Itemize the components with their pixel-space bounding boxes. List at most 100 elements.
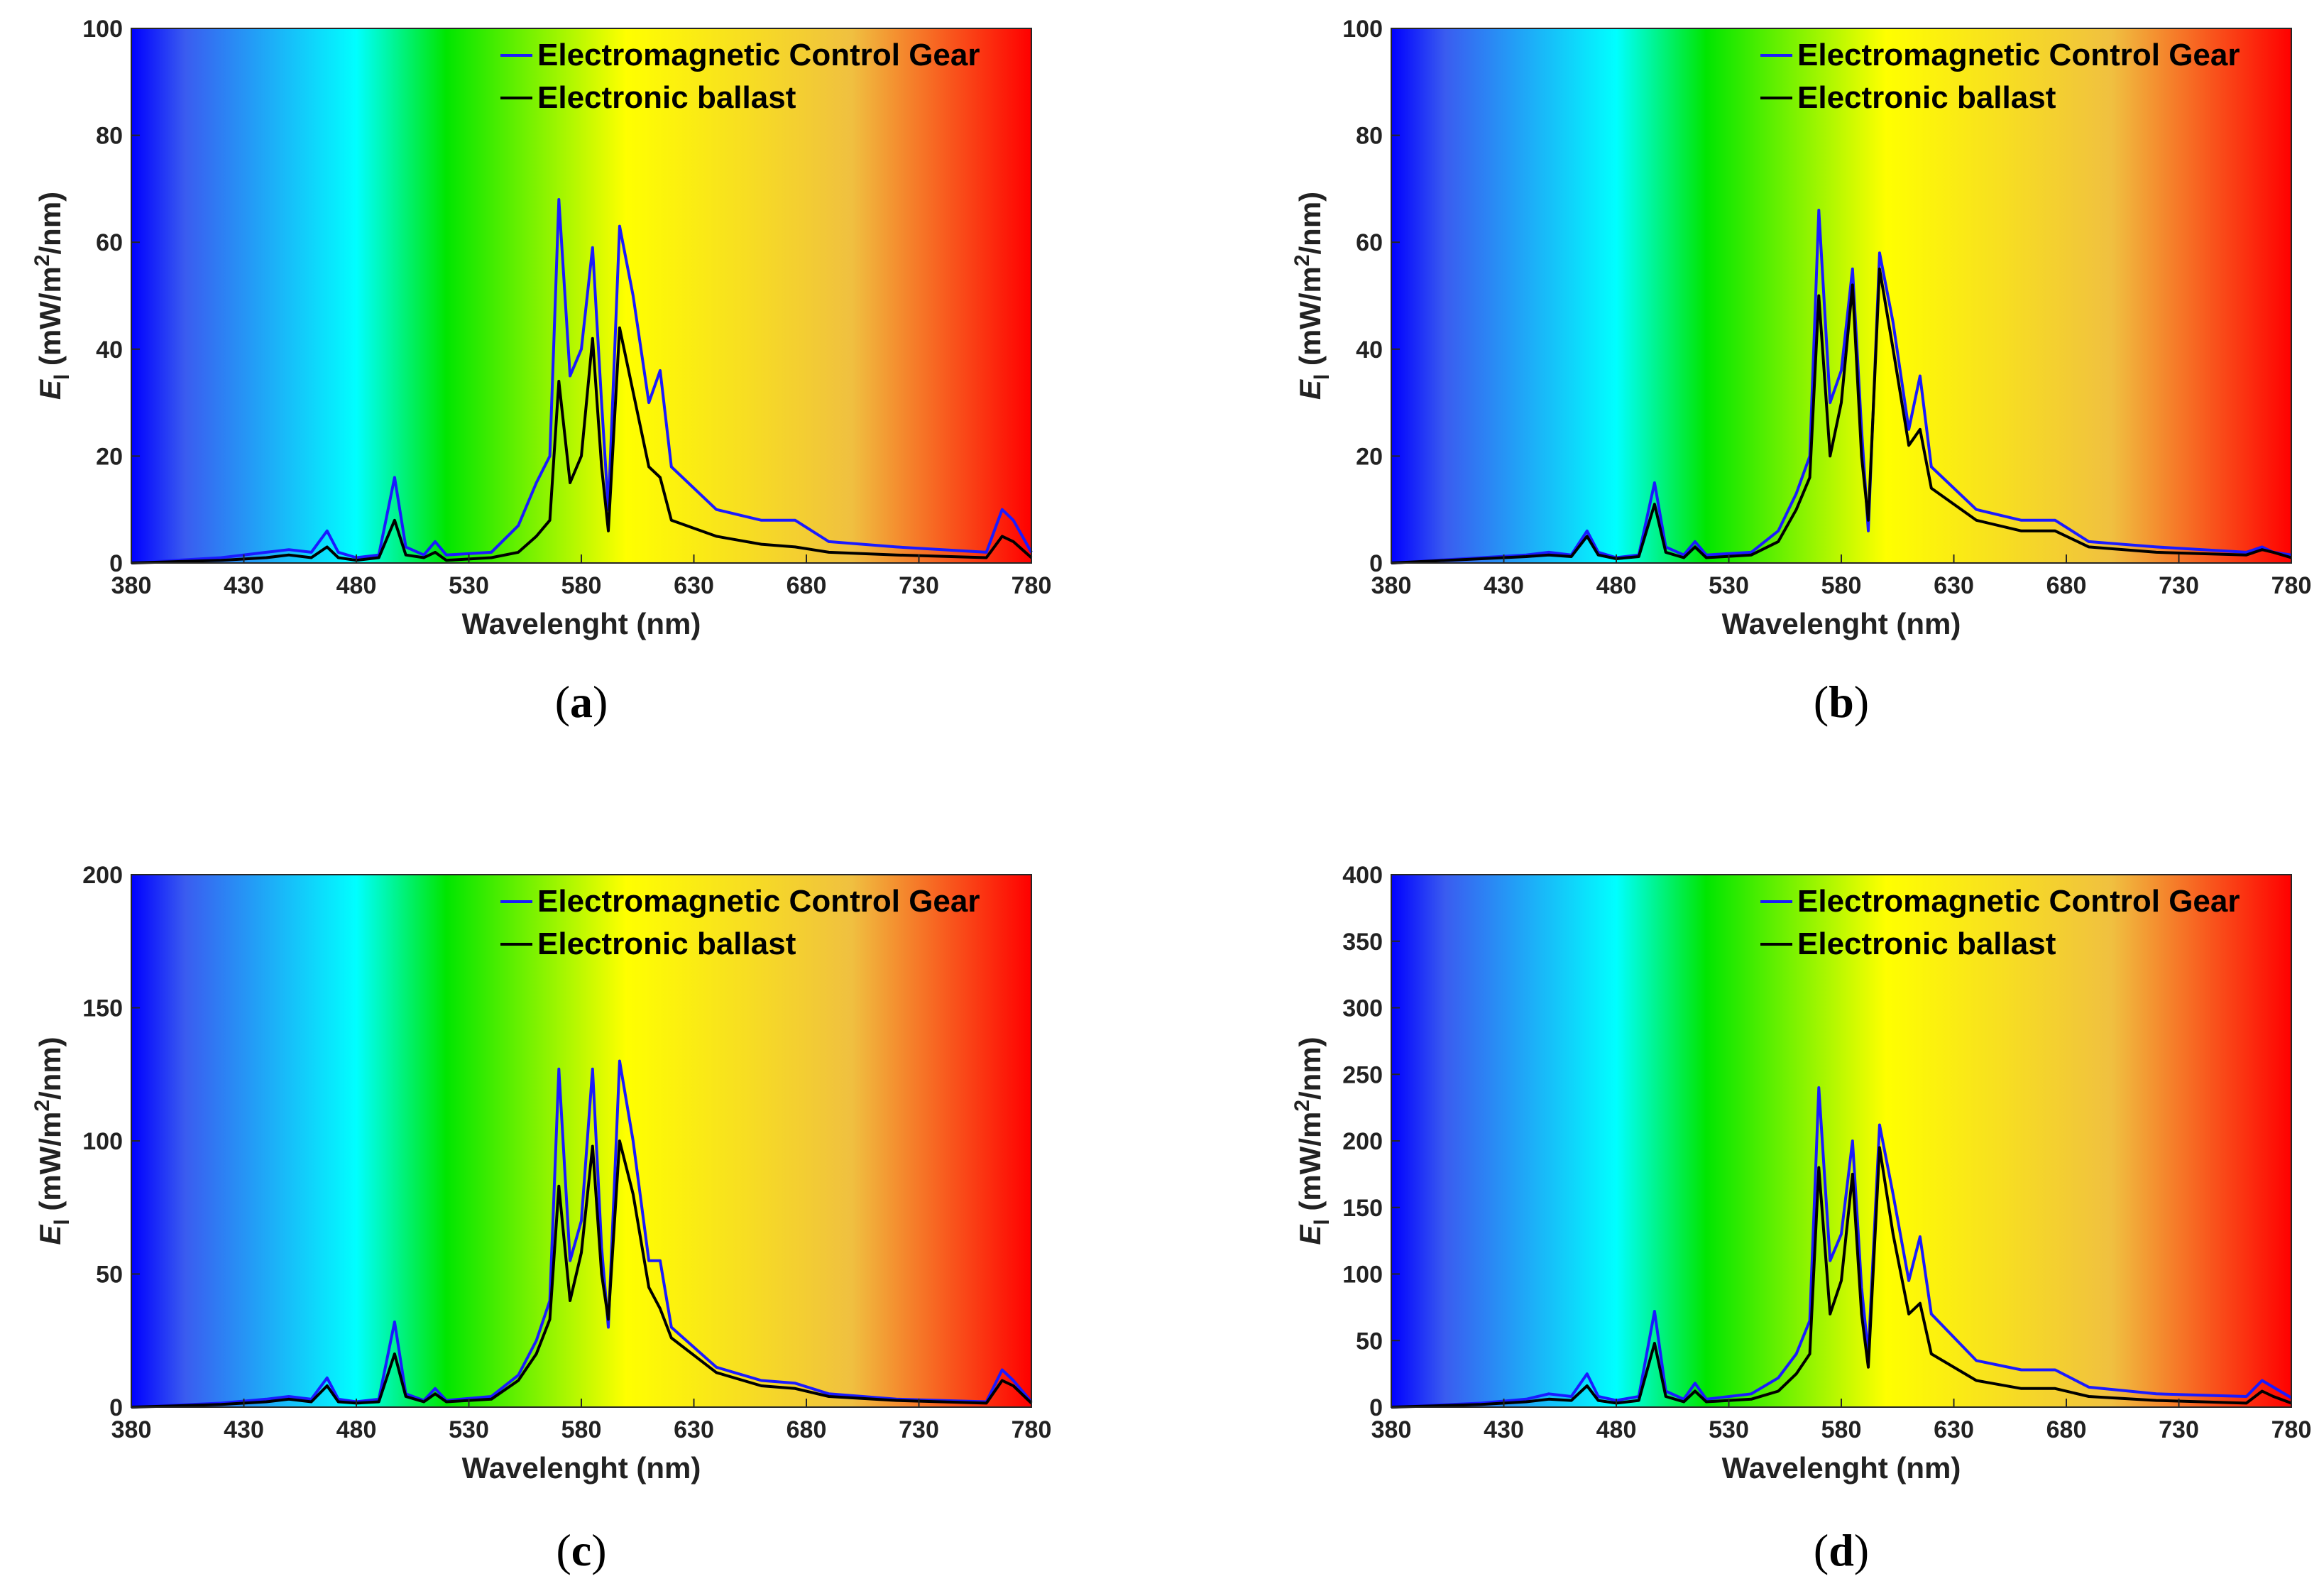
- y-tick-label: 20: [96, 443, 123, 470]
- x-tick-label: 580: [561, 572, 602, 599]
- y-label-unit-end: /nm): [1293, 1037, 1327, 1100]
- series-line-electronic: [1391, 267, 2292, 564]
- x-axis-label: Wavelenght (nm): [1722, 1451, 1961, 1485]
- y-label-superscript: 2: [1290, 1100, 1314, 1112]
- y-tick-label: 100: [82, 1128, 123, 1155]
- y-label-symbol: E: [33, 378, 67, 400]
- y-tick-label: 250: [1342, 1061, 1383, 1088]
- y-tick-label: 0: [1369, 1394, 1383, 1421]
- x-tick-label: 680: [2046, 572, 2087, 599]
- panels: 380 430 480 530 580 630 680 730 780020406080100W…: [31, 16, 2311, 1575]
- y-tick-label: 150: [82, 995, 123, 1022]
- caption-letter: d: [1829, 1525, 1854, 1575]
- caption-paren-close: ): [1854, 1525, 1869, 1575]
- panel-caption: (d): [1814, 1525, 1869, 1575]
- y-tick-label: 50: [96, 1262, 123, 1289]
- x-axis-label: Wavelenght (nm): [462, 1451, 701, 1485]
- y-label-subscript: l: [1310, 374, 1334, 380]
- y-label-symbol: E: [33, 1224, 67, 1245]
- y-label-unit: (mW/m: [33, 266, 67, 374]
- y-tick-label: 0: [1369, 550, 1383, 577]
- y-label-subscript: l: [1310, 1219, 1334, 1225]
- x-tick-label: 580: [1821, 1416, 1862, 1443]
- y-tick-label: 300: [1342, 995, 1383, 1022]
- x-tick-label: 430: [224, 1416, 264, 1443]
- x-tick-label: 380: [111, 1416, 152, 1443]
- series-line-electromagnetic: [131, 198, 1033, 564]
- series-line-electronic: [131, 1139, 1033, 1409]
- chart-panel-a: 380 430 480 530 580 630 680 730 780 0 20 40 60 80 100 W…: [31, 16, 1051, 727]
- y-label-unit: (mW/m: [33, 1112, 67, 1220]
- caption-letter: a: [570, 677, 593, 727]
- caption-paren-close: ): [593, 677, 608, 727]
- legend-label-electromagnetic: Electromagnetic Control Gear: [1797, 38, 2240, 72]
- y-label-unit: (mW/m: [1293, 1112, 1327, 1220]
- panel-caption: (b): [1814, 677, 1869, 727]
- x-tick-label: 630: [674, 1416, 714, 1443]
- x-tick-label: 380: [1371, 1416, 1412, 1443]
- series-line-electromagnetic: [1391, 1086, 2293, 1409]
- series-line-electronic: [131, 326, 1033, 564]
- x-tick-label: 580: [1821, 572, 1862, 599]
- caption-paren-close: ): [591, 1525, 606, 1575]
- y-tick-label: 0: [109, 550, 123, 577]
- spectrum-background: [131, 28, 1031, 563]
- x-tick-label: 430: [224, 572, 264, 599]
- y-tick-label: 100: [82, 16, 123, 43]
- x-tick-label: 680: [786, 572, 827, 599]
- chart-panel-d: 380 430 480 530 580 630 680 730 780 0 50 100 150 200 2…: [1290, 862, 2311, 1575]
- y-label-superscript: 2: [31, 1100, 54, 1112]
- y-label-unit-end: /nm): [33, 1037, 67, 1100]
- legend-label-electronic: Electronic ballast: [1797, 926, 2056, 961]
- x-tick-label: 730: [899, 1416, 939, 1443]
- x-tick-label: 430: [1484, 1416, 1524, 1443]
- y-axis-label: El (mW/m2/nm): [31, 1037, 74, 1245]
- caption-paren-open: (: [555, 677, 570, 727]
- y-tick-label: 200: [82, 862, 123, 889]
- x-tick-label: 680: [786, 1416, 827, 1443]
- x-tick-label: 530: [1709, 1416, 1749, 1443]
- legend-label-electromagnetic: Electromagnetic Control Gear: [537, 38, 980, 72]
- x-axis-label: Wavelenght (nm): [1722, 607, 1961, 640]
- y-tick-label: 400: [1342, 862, 1383, 889]
- panel-caption: (a): [555, 677, 608, 727]
- y-tick-label: 350: [1342, 929, 1383, 956]
- x-tick-label: 380: [1371, 572, 1412, 599]
- caption-letter: c: [571, 1525, 591, 1575]
- x-tick-label: 630: [1934, 1416, 1974, 1443]
- y-tick-label: 100: [1342, 1262, 1383, 1289]
- y-axis-label: El (mW/m2/nm): [31, 192, 74, 400]
- x-tick-label: 480: [1596, 1416, 1637, 1443]
- y-label-unit-end: /nm): [33, 192, 67, 255]
- spectrum-background: [131, 875, 1031, 1407]
- x-tick-label: 630: [1934, 572, 1974, 599]
- y-label-superscript: 2: [31, 254, 54, 266]
- x-tick-label: 530: [1709, 572, 1749, 599]
- legend-label-electronic: Electronic ballast: [1797, 80, 2056, 115]
- x-tick-label: 430: [1484, 572, 1524, 599]
- x-tick-label: 480: [336, 572, 377, 599]
- y-tick-label: 150: [1342, 1195, 1383, 1222]
- y-tick-label: 50: [1356, 1328, 1383, 1355]
- legend-label-electromagnetic: Electromagnetic Control Gear: [1797, 884, 2240, 919]
- x-tick-label: 780: [1012, 1416, 1052, 1443]
- caption-paren-open: (: [1814, 1525, 1829, 1575]
- legend-label-electromagnetic: Electromagnetic Control Gear: [537, 884, 980, 919]
- caption-paren-close: ): [1854, 677, 1869, 727]
- panel-caption: (c): [556, 1525, 606, 1575]
- caption-paren-open: (: [556, 1525, 571, 1575]
- y-tick-label: 80: [96, 123, 123, 150]
- y-label-subscript: l: [50, 1219, 74, 1225]
- y-tick-label: 80: [1356, 123, 1383, 150]
- x-axis-label: Wavelenght (nm): [462, 607, 701, 640]
- legend-label-electronic: Electronic ballast: [537, 80, 796, 115]
- caption-letter: b: [1829, 677, 1854, 727]
- y-tick-label: 40: [1356, 337, 1383, 363]
- y-tick-label: 40: [96, 337, 123, 363]
- y-tick-label: 20: [1356, 443, 1383, 470]
- x-tick-label: 680: [2046, 1416, 2087, 1443]
- x-tick-label: 580: [561, 1416, 602, 1443]
- x-tick-label: 530: [449, 1416, 489, 1443]
- y-label-symbol: E: [1293, 378, 1327, 400]
